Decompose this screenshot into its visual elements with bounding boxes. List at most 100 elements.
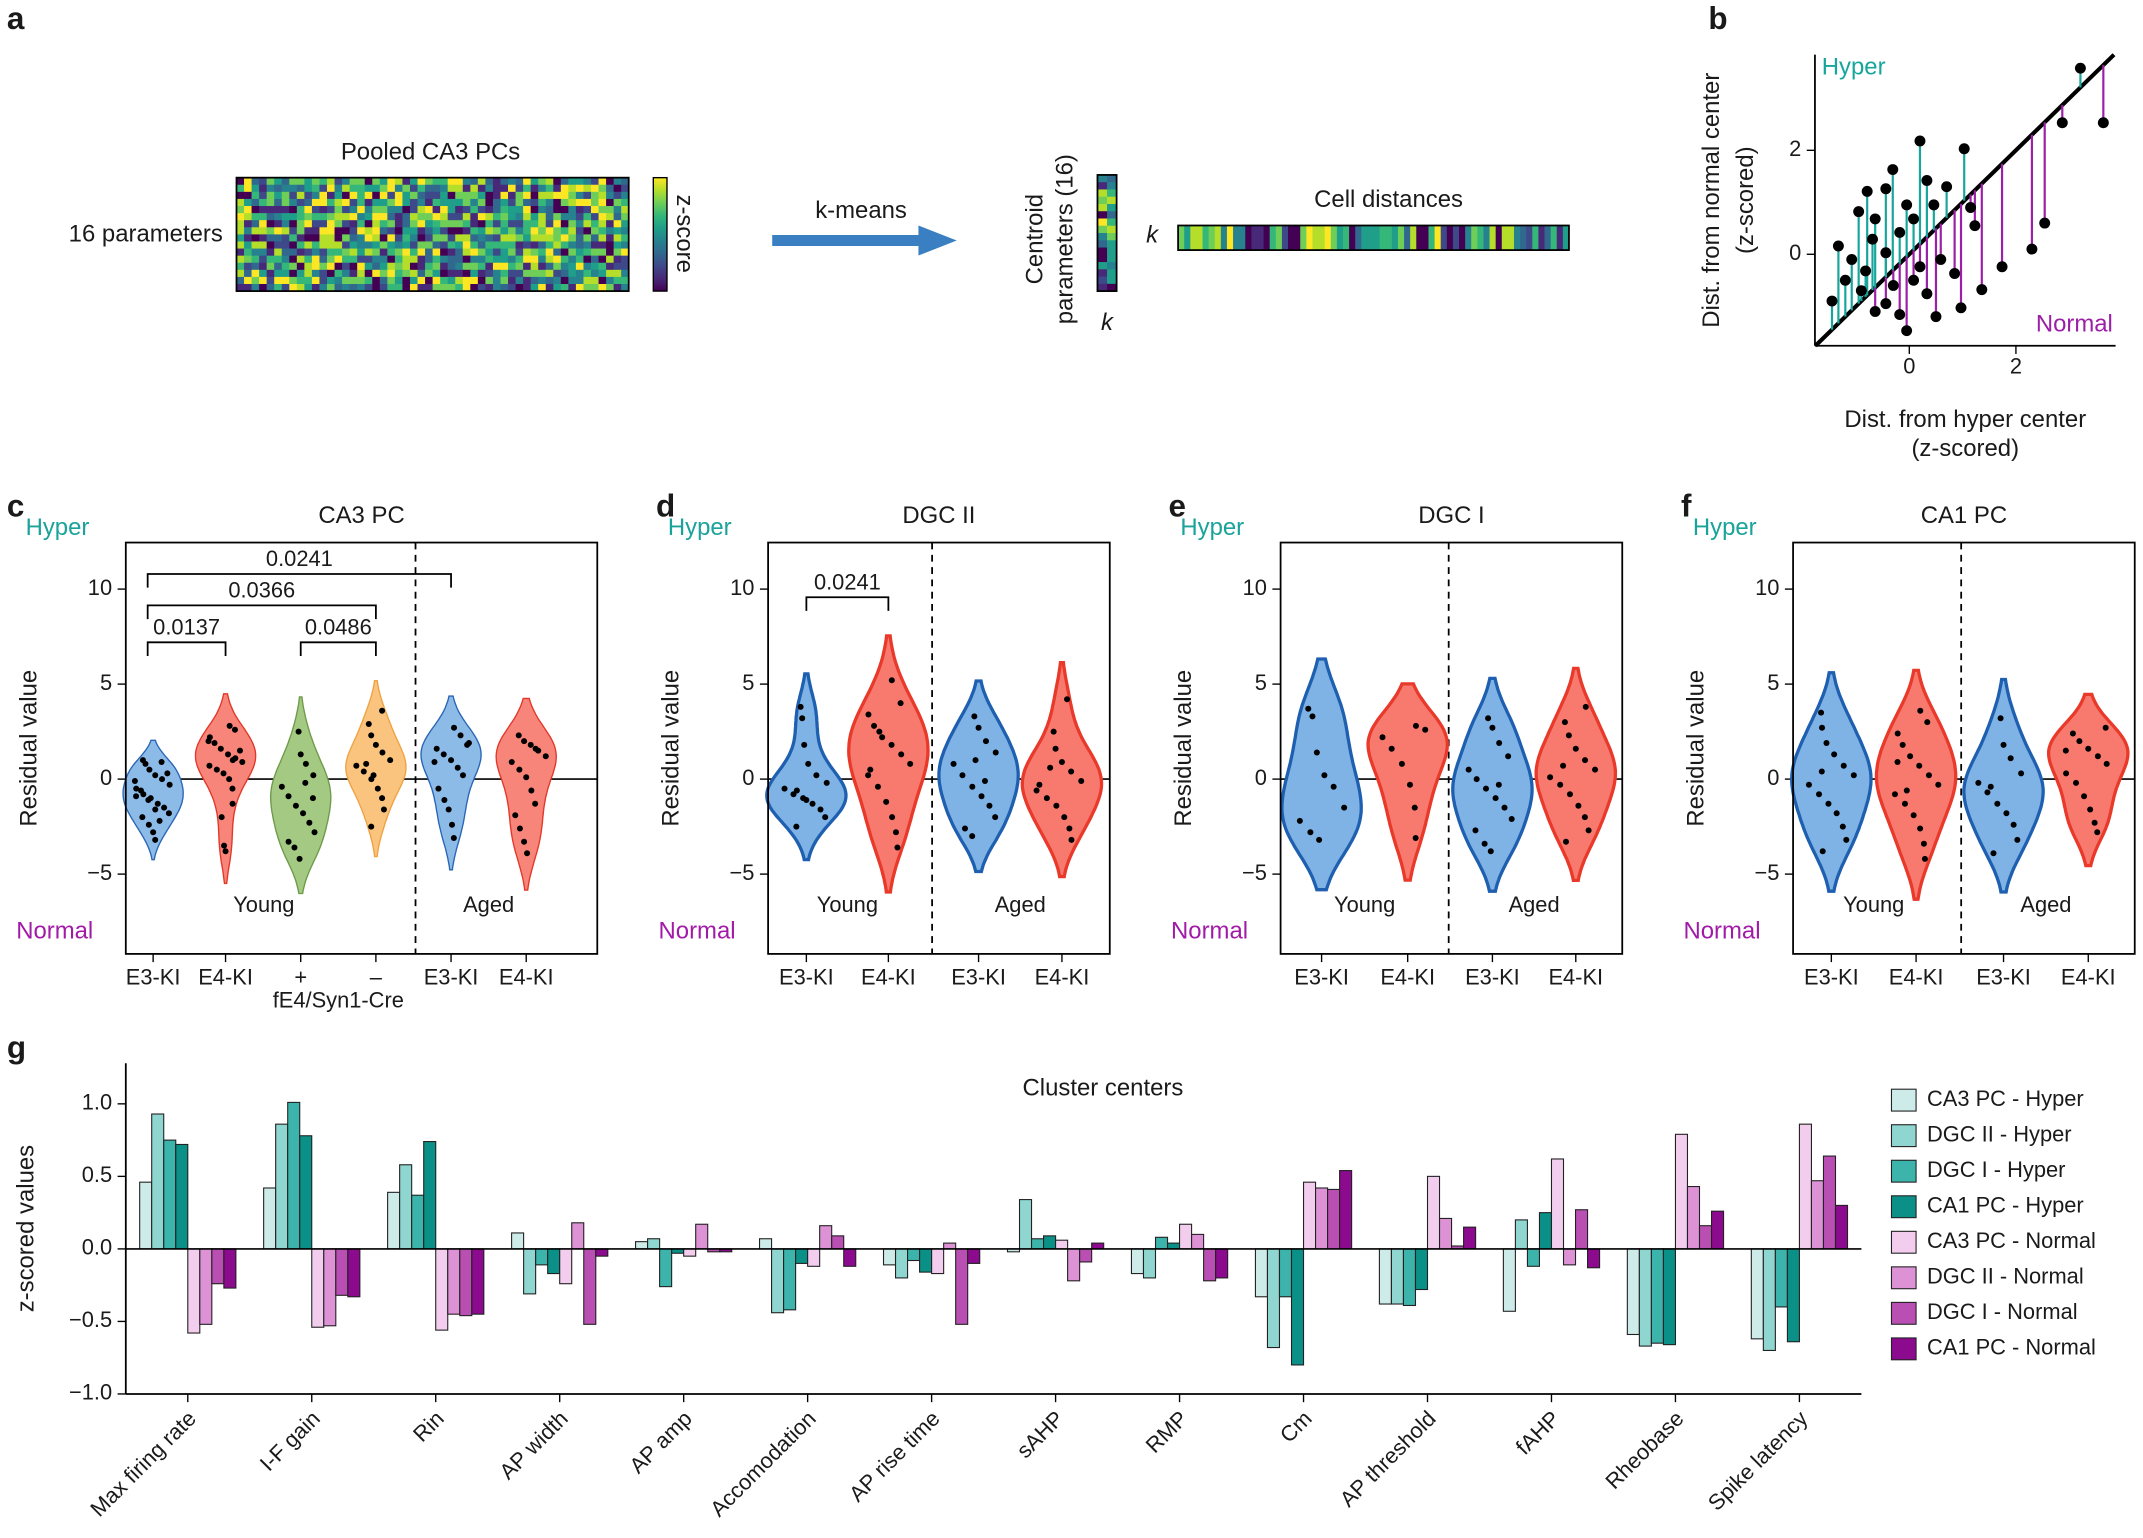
dot: [888, 677, 895, 684]
heatmap-cell: [364, 248, 373, 257]
heatmap-cell: [613, 284, 622, 292]
heatmap-cell: [357, 241, 366, 249]
distance-cell: [1550, 225, 1558, 251]
heatmap-cell: [296, 227, 305, 235]
heatmap-cell: [379, 276, 388, 285]
rows-label: 16 parameters: [69, 220, 223, 247]
dot: [211, 739, 218, 747]
point: [1826, 295, 1838, 307]
heatmap-cell: [447, 234, 456, 242]
heatmap-cell: [462, 184, 471, 193]
centroid-cell: [1107, 276, 1118, 285]
bar: [795, 1248, 809, 1264]
heatmap-cell: [470, 191, 479, 200]
bar: [559, 1248, 573, 1285]
heatmap-cell: [311, 177, 320, 186]
heatmap-cell: [485, 284, 494, 292]
heatmap-cell: [560, 213, 569, 221]
dot: [450, 834, 457, 842]
heatmap-cell: [553, 220, 562, 228]
heatmap-cell: [259, 177, 268, 186]
heatmap-cell: [500, 234, 509, 242]
colorbar: [652, 176, 668, 292]
distance-cell: [1477, 225, 1484, 251]
heatmap-cell: [590, 177, 599, 186]
dot: [379, 749, 386, 756]
x-tick-label: E3-KI: [126, 964, 181, 989]
dot: [797, 703, 804, 710]
y-tick-label: 10: [1755, 575, 1779, 600]
violin: [420, 695, 482, 871]
heatmap-cell: [560, 269, 569, 278]
centroid-cell: [1097, 233, 1108, 241]
heatmap-cell: [289, 206, 298, 214]
distances-title: Cell distances: [1314, 186, 1463, 213]
dot: [1997, 715, 2004, 722]
point: [1832, 240, 1844, 252]
heatmap-cell: [236, 255, 245, 264]
dot: [961, 825, 968, 832]
violin: [937, 679, 1020, 874]
heatmap-cell: [372, 227, 381, 235]
distance-cell: [1495, 225, 1503, 251]
bar: [635, 1241, 649, 1250]
heatmap-cell: [530, 177, 539, 186]
dot: [464, 741, 471, 748]
heatmap-cell: [462, 269, 471, 278]
heatmap-cell: [432, 255, 441, 264]
heatmap-cell: [387, 206, 396, 214]
centroid-cell: [1107, 211, 1118, 219]
point: [1921, 174, 1933, 186]
dot: [823, 779, 830, 786]
heatmap-cell: [251, 276, 260, 285]
bar: [1018, 1199, 1033, 1250]
dot: [1064, 696, 1071, 703]
heatmap-cell: [364, 269, 373, 278]
heatmap-cell: [606, 220, 615, 228]
heatmap-cell: [530, 248, 539, 257]
heatmap-cell: [334, 213, 343, 221]
heatmap-cell: [538, 284, 547, 292]
heatmap-cell: [485, 276, 494, 285]
heatmap-cell: [583, 262, 592, 271]
dot: [152, 806, 159, 813]
heatmap-cell: [447, 284, 456, 292]
heatmap-cell: [613, 262, 622, 271]
heatmap-cell: [327, 227, 335, 235]
heatmap-cell: [334, 227, 343, 235]
bar: [831, 1235, 845, 1250]
heatmap-cell: [244, 184, 252, 193]
heatmap-cell: [606, 206, 615, 214]
heatmap-cell: [379, 213, 388, 221]
heatmap-cell: [409, 206, 418, 214]
heatmap-cell: [349, 177, 358, 186]
x-tick-label: Spike latency: [1703, 1406, 1813, 1516]
heatmap-cell: [590, 198, 599, 207]
bar: [1574, 1209, 1589, 1250]
heatmap-cell: [236, 198, 245, 207]
heatmap-cell: [590, 184, 599, 193]
x-tick-label: Accomodation: [705, 1406, 821, 1522]
heatmap-cell: [379, 248, 388, 257]
dot: [229, 757, 236, 764]
dot: [1557, 781, 1564, 788]
bar: [1030, 1238, 1045, 1250]
distance-cell: [1410, 225, 1417, 251]
bar: [783, 1248, 797, 1311]
x-tick-label: Rin: [408, 1406, 449, 1447]
dot: [158, 758, 165, 766]
centroid-cell: [1097, 189, 1108, 198]
dot: [1901, 800, 1908, 807]
heatmap-cell: [274, 262, 283, 271]
heatmap-cell: [523, 284, 532, 292]
heatmap-cell: [470, 227, 479, 235]
heatmap-cell: [470, 206, 479, 214]
dot: [133, 785, 140, 792]
heatmap-cell: [394, 184, 403, 193]
dot: [311, 829, 318, 836]
violin: [1790, 671, 1873, 893]
heatmap-cell: [613, 241, 622, 249]
heatmap-cell: [425, 206, 434, 214]
heatmap-cell: [425, 177, 434, 186]
heatmap-cell: [432, 269, 441, 278]
